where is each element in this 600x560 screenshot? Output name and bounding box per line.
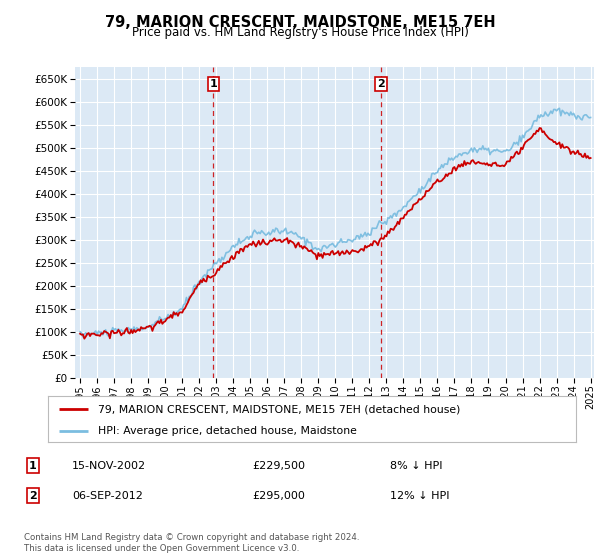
Text: 2: 2 <box>29 491 37 501</box>
Text: £295,000: £295,000 <box>252 491 305 501</box>
Text: £229,500: £229,500 <box>252 461 305 471</box>
Text: 8% ↓ HPI: 8% ↓ HPI <box>390 461 443 471</box>
Text: 2: 2 <box>377 79 385 88</box>
Text: 79, MARION CRESCENT, MAIDSTONE, ME15 7EH (detached house): 79, MARION CRESCENT, MAIDSTONE, ME15 7EH… <box>98 404 461 414</box>
Text: Contains HM Land Registry data © Crown copyright and database right 2024.
This d: Contains HM Land Registry data © Crown c… <box>24 533 359 553</box>
Text: 12% ↓ HPI: 12% ↓ HPI <box>390 491 449 501</box>
Text: 1: 1 <box>209 79 217 88</box>
Text: 06-SEP-2012: 06-SEP-2012 <box>72 491 143 501</box>
Text: 15-NOV-2002: 15-NOV-2002 <box>72 461 146 471</box>
Text: Price paid vs. HM Land Registry's House Price Index (HPI): Price paid vs. HM Land Registry's House … <box>131 26 469 39</box>
Text: 1: 1 <box>29 461 37 471</box>
Text: 79, MARION CRESCENT, MAIDSTONE, ME15 7EH: 79, MARION CRESCENT, MAIDSTONE, ME15 7EH <box>104 15 496 30</box>
Text: HPI: Average price, detached house, Maidstone: HPI: Average price, detached house, Maid… <box>98 426 357 436</box>
